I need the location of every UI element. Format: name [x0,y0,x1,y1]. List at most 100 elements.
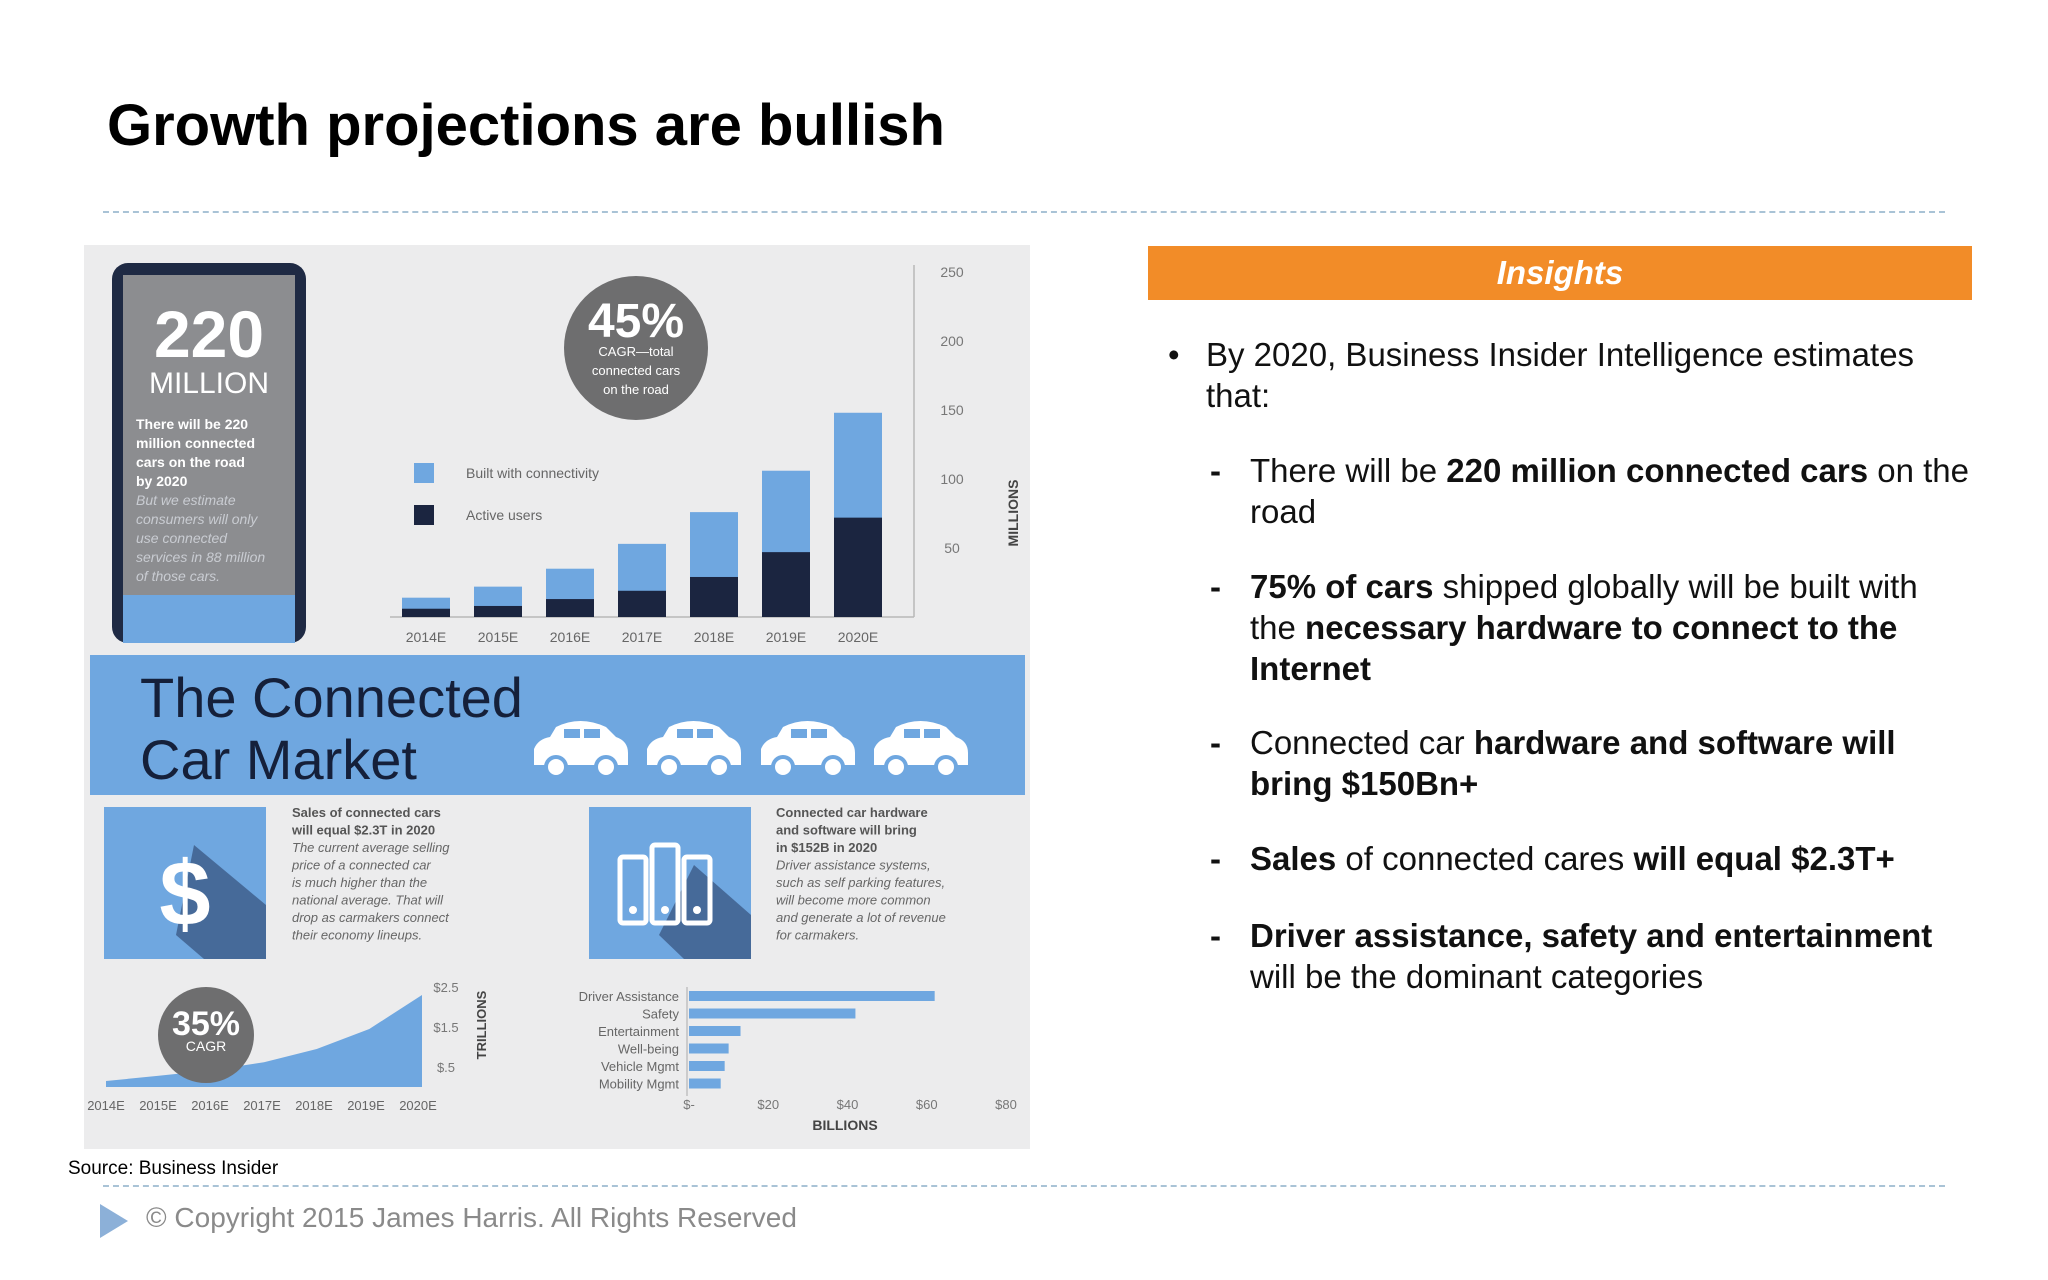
hbar-category-label: Mobility Mgmt [599,1077,680,1092]
area-x-tick: 2020E [399,1098,437,1113]
cagr-45-badge: 45% CAGR—total connected cars on the roa… [564,276,708,420]
phone-italic-line: services in 88 million [136,549,265,565]
bar-active-users [690,576,738,617]
dash-icon: - [1210,840,1221,877]
dash-icon: - [1210,568,1221,605]
sales-block: $ Sales of connected cars will equal $2.3… [104,805,450,959]
bar-x-tick: 2019E [766,629,806,645]
insight-emphasis: 220 million connected cars [1446,452,1869,489]
connected-cars-bar-chart: MILLIONS Built with connectivity Active u… [390,264,1021,645]
bar-chart-ylabel: MILLIONS [1005,480,1021,547]
play-icon [100,1204,128,1238]
bar-x-tick: 2016E [550,629,590,645]
hbar [689,1078,721,1089]
block-italic-line: Driver assistance systems, [776,858,931,873]
top-divider [103,211,1945,213]
car-icon [647,721,741,779]
source-note: Source: Business Insider [68,1158,279,1179]
bar-y-tick: 250 [940,264,964,280]
insight-emphasis: necessary hardware to connect to the Int… [1250,609,1898,687]
banner-line-2: Car Market [140,728,417,791]
dash-icon: - [1210,724,1221,761]
insight-item-text: Sales of connected cares will equal $2.3… [1250,838,1970,879]
hbar-category-label: Entertainment [598,1024,679,1039]
revenue-category-bar-chart: BILLIONS Driver Assistance Safety Entertai… [579,987,1017,1133]
phone-graphic: 220 MILLION There will be 220 million con… [112,263,306,643]
dollar-shadow [176,845,266,959]
bar-active-users [834,517,882,617]
area-x-tick: 2015E [139,1098,177,1113]
phone-italic-line: of those cars. [136,568,220,584]
car-icon [874,721,968,779]
bar-active-users [618,590,666,617]
insight-emphasis: Sales [1250,840,1337,877]
block-italic-line: national average. That will [292,893,444,908]
cagr-35-value: 35% [172,1005,240,1043]
dash-icon: - [1210,452,1221,489]
hbar-chart-xlabel: BILLIONS [812,1117,877,1133]
dash-icon: - [1210,917,1221,954]
car-icon [761,721,855,779]
block-italic-line: The current average selling [292,840,450,855]
bar-y-tick: 100 [940,471,964,487]
bar-chart-legend: Built with connectivity Active users [414,463,599,525]
block-italic-line: drop as carmakers connect [292,910,450,925]
legend-swatch-active [414,505,434,525]
cagr-45-value: 45% [588,295,684,348]
bar-active-users [402,608,450,617]
hbar [689,1061,725,1071]
hbar [689,1026,741,1036]
phone-italic-line: consumers will only [136,511,258,527]
insights-header: Insights [1148,246,1972,300]
car-icons [534,721,968,779]
insight-emphasis: Driver assistance, safety and entertainm… [1250,917,1933,954]
phone-screen-fill [123,595,295,643]
insight-item-text: Driver assistance, safety and entertainm… [1250,915,1970,997]
block-italic-line: is much higher than the [292,875,427,890]
insight-item-text: Connected car hardware and software will… [1250,722,1970,804]
banner-line-1: The Connected [140,666,523,729]
hardware-text: Connected car hardware and software will … [776,805,946,943]
block-bold-line: Sales of connected cars [292,805,441,820]
infographic-canvas: 220 MILLION There will be 220 million con… [87,263,1025,1133]
phone-unit: MILLION [149,367,269,400]
insight-segment: Connected car [1250,724,1474,761]
area-x-tick: 2014E [87,1098,125,1113]
area-chart-ylabel: TRILLIONS [474,990,489,1059]
block-bold-line: will equal $2.3T in 2020 [291,823,435,838]
block-bold-line: in $152B in 2020 [776,840,877,855]
bar-x-tick: 2014E [406,629,446,645]
hbar [689,991,935,1001]
hbar-category-label: Vehicle Mgmt [601,1059,679,1074]
hbar [689,1043,729,1054]
block-italic-line: price of a connected car [291,858,431,873]
phone-italic-line: But we estimate [136,492,236,508]
area-series [106,995,422,1087]
insight-segment: There will be [1250,452,1447,489]
hbar-x-tick: $60 [916,1097,938,1112]
dollar-icon: $ [159,843,210,945]
insight-segment: shipped globally will be built with the [1250,568,1918,646]
block-bold-line: Connected car hardware [776,805,928,820]
hardware-block: Connected car hardware and software will … [589,805,946,959]
block-italic-line: such as self parking features, [776,875,945,890]
sales-text: Sales of connected cars will equal $2.3T … [291,805,450,943]
block-italic-line: will become more common [776,893,931,908]
binders-shadow [659,865,751,959]
bottom-divider [103,1185,1945,1187]
hbar-x-tick: $- [683,1097,695,1112]
bar-y-tick: 50 [944,540,960,556]
insights-lead-text: By 2020, Business Insider Intelligence e… [1206,336,1915,414]
hbar-category-label: Driver Assistance [579,989,679,1004]
cagr-45-line-1: CAGR—total [598,344,673,359]
hbar-x-tick: $20 [757,1097,779,1112]
binders-icon [617,842,713,926]
insight-emphasis: 75% of cars [1250,568,1434,605]
car-icon [534,721,628,779]
hbar-category-label: Well-being [618,1042,679,1057]
market-banner: The Connected Car Market [90,655,1025,795]
area-x-tick: 2017E [243,1098,281,1113]
insight-segment: will be the dominant categories [1250,958,1704,995]
insight-emphasis: hardware and software will bring $150Bn+ [1250,724,1896,802]
cagr-45-line-3: on the road [603,382,669,397]
